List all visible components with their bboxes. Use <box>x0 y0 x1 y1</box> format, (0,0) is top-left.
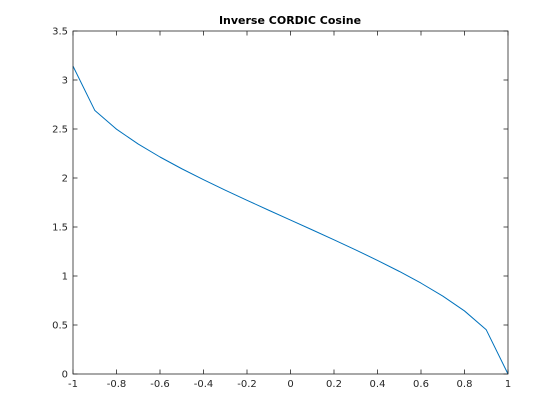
y-tick-label: 3 <box>62 76 68 87</box>
y-tick-label: 3.5 <box>52 27 68 38</box>
x-tick-label: 0.2 <box>326 379 342 390</box>
series-layer <box>72 65 509 375</box>
y-tick-label: 1.5 <box>52 223 68 234</box>
y-tick-label: 0 <box>62 370 68 381</box>
x-tick-label: 1 <box>505 379 511 390</box>
x-tick-label: 0.4 <box>370 379 386 390</box>
x-tick-label: -1 <box>68 379 78 390</box>
x-tick-label: -0.4 <box>194 379 214 390</box>
x-tick-label: -0.8 <box>107 379 127 390</box>
y-tick-label: 1 <box>62 272 68 283</box>
x-tick-label: 0.6 <box>413 379 429 390</box>
chart-title: Inverse CORDIC Cosine <box>219 14 361 27</box>
axes-box <box>72 30 509 375</box>
series-line-0 <box>72 65 509 375</box>
y-tick-label: 2.5 <box>52 125 68 136</box>
plot-area <box>73 31 508 374</box>
y-axis: 0 0.5 1 1.5 2 2.5 3 3.5 <box>52 27 508 381</box>
x-axis: -1 -0.8 -0.6 -0.4 -0.2 0 0.2 0.4 0.6 0.8 1 <box>68 31 511 390</box>
y-tick-label: 2 <box>62 174 68 185</box>
x-tick-label: -0.6 <box>150 379 170 390</box>
x-tick-label: 0 <box>287 379 293 390</box>
y-tick-label: 0.5 <box>52 321 68 332</box>
x-tick-label: -0.2 <box>237 379 257 390</box>
x-tick-label: 0.8 <box>457 379 473 390</box>
